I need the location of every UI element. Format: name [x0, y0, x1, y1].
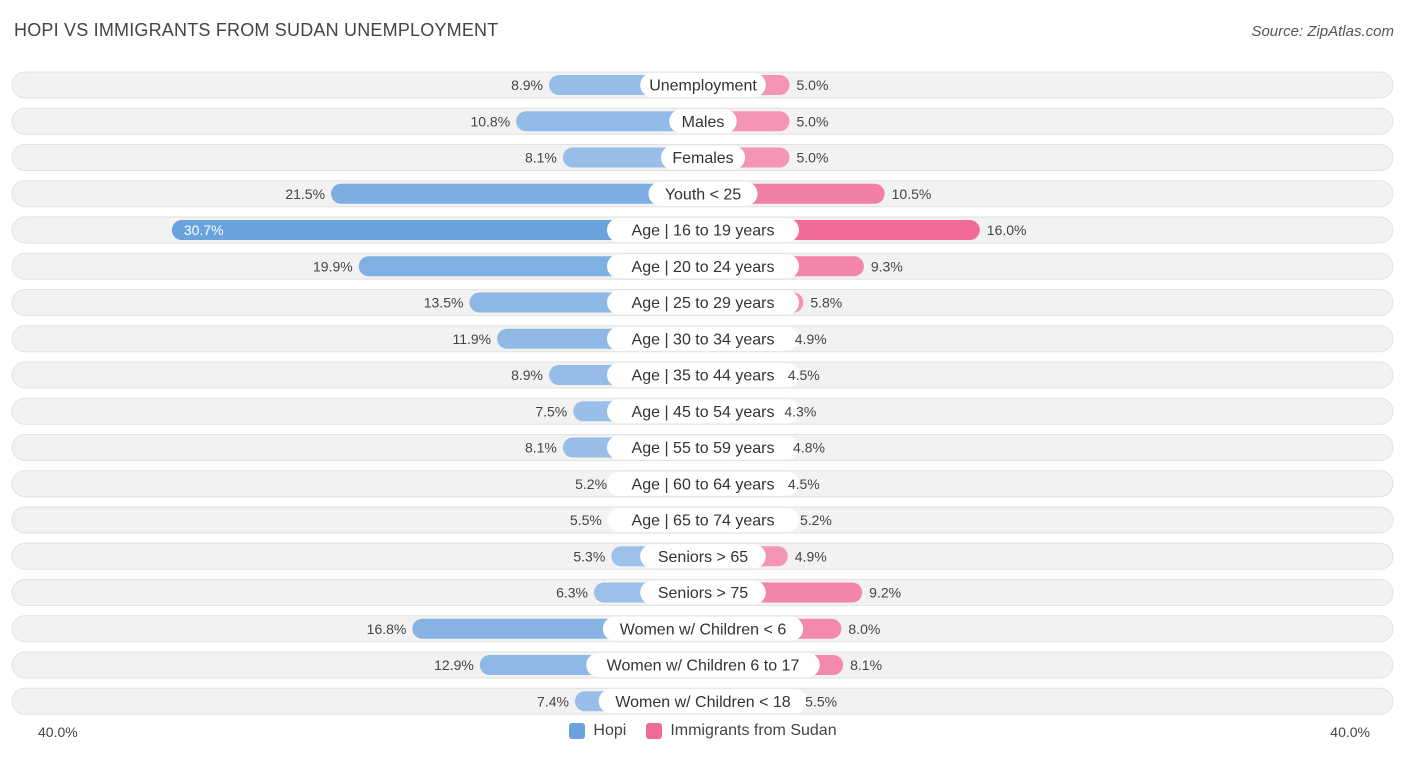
- value-label-hopi: 5.2%: [575, 476, 607, 492]
- category-pill: [586, 653, 820, 677]
- value-label-hopi: 30.7%: [184, 222, 224, 238]
- category-label: Age | 25 to 29 years: [632, 295, 775, 312]
- value-label-sudan: 4.9%: [795, 548, 827, 564]
- legend-swatch-hopi: [569, 723, 586, 739]
- value-label-sudan: 8.0%: [848, 621, 880, 637]
- source-label: Source: ZipAtlas.com: [1251, 23, 1394, 40]
- category-pill: [607, 326, 799, 351]
- value-label-hopi: 19.9%: [313, 258, 353, 274]
- axis-label-right: 40.0%: [1330, 724, 1370, 740]
- category-pill: [640, 73, 766, 97]
- value-label-hopi: 7.5%: [535, 403, 567, 419]
- category-label: Age | 65 to 74 years: [632, 513, 775, 530]
- legend-label-hopi: Hopi: [593, 722, 627, 739]
- legend: Hopi Immigrants from Sudan: [0, 722, 1406, 740]
- value-label-hopi: 5.3%: [573, 548, 605, 564]
- category-label: Seniors > 65: [658, 549, 748, 566]
- category-pill: [669, 109, 737, 134]
- value-label-sudan: 5.8%: [810, 295, 842, 311]
- value-label-sudan: 5.0%: [797, 77, 829, 93]
- category-pill: [607, 399, 799, 424]
- bar-hopi: [331, 183, 713, 204]
- value-label-hopi: 8.1%: [525, 440, 557, 456]
- category-pill: [607, 218, 799, 242]
- value-label-sudan: 4.5%: [788, 476, 820, 492]
- category-label: Youth < 25: [665, 186, 741, 203]
- category-label: Age | 35 to 44 years: [632, 368, 775, 385]
- category-pill: [602, 616, 804, 641]
- category-pill: [607, 363, 799, 387]
- value-label-hopi: 8.9%: [511, 367, 543, 383]
- value-label-sudan: 9.2%: [869, 585, 901, 601]
- value-label-hopi: 13.5%: [424, 295, 464, 311]
- value-label-hopi: 11.9%: [452, 331, 491, 347]
- category-label: Age | 55 to 59 years: [632, 440, 775, 457]
- legend-swatch-sudan: [646, 723, 663, 739]
- value-label-hopi: 5.5%: [570, 512, 602, 528]
- category-label: Age | 45 to 54 years: [632, 404, 775, 421]
- bar-hopi: [171, 220, 713, 240]
- value-label-hopi: 6.3%: [556, 585, 588, 601]
- category-label: Age | 60 to 64 years: [632, 476, 775, 493]
- category-label: Unemployment: [649, 78, 757, 95]
- category-pill: [648, 181, 758, 206]
- bar-hopi: [516, 111, 713, 132]
- category-pill: [607, 435, 799, 460]
- category-label: Age | 30 to 34 years: [632, 331, 775, 348]
- category-label: Males: [682, 114, 725, 131]
- value-label-sudan: 4.5%: [788, 367, 820, 383]
- value-label-sudan: 16.0%: [987, 222, 1027, 238]
- value-label-sudan: 4.8%: [793, 440, 825, 456]
- category-pill: [607, 254, 799, 279]
- category-label: Age | 20 to 24 years: [632, 259, 775, 276]
- category-label: Women w/ Children < 6: [620, 621, 787, 638]
- category-pill: [640, 544, 766, 569]
- chart-title: HOPI VS IMMIGRANTS FROM SUDAN UNEMPLOYME…: [14, 20, 499, 40]
- category-label: Age | 16 to 19 years: [632, 223, 775, 240]
- value-label-hopi: 7.4%: [537, 693, 569, 709]
- category-label: Women w/ Children 6 to 17: [607, 658, 800, 675]
- category-pill: [607, 471, 799, 496]
- value-label-sudan: 8.1%: [850, 657, 882, 673]
- legend-item-sudan[interactable]: Immigrants from Sudan: [646, 722, 837, 740]
- value-label-sudan: 5.2%: [800, 512, 832, 528]
- value-label-hopi: 10.8%: [470, 113, 510, 129]
- value-label-sudan: 5.0%: [797, 113, 829, 129]
- value-label-hopi: 16.8%: [367, 621, 407, 637]
- value-label-sudan: 5.0%: [797, 150, 829, 166]
- category-label: Seniors > 75: [658, 585, 748, 602]
- category-pill: [598, 689, 808, 714]
- category-label: Women w/ Children < 18: [615, 694, 790, 711]
- value-label-hopi: 21.5%: [285, 186, 325, 202]
- value-label-hopi: 12.9%: [434, 657, 474, 673]
- legend-label-sudan: Immigrants from Sudan: [670, 722, 837, 739]
- category-pill: [607, 290, 799, 315]
- value-label-sudan: 4.9%: [795, 331, 827, 347]
- category-label: Females: [672, 150, 733, 167]
- legend-item-hopi[interactable]: Hopi: [569, 722, 626, 740]
- category-pill: [640, 580, 766, 605]
- axis-label-left: 40.0%: [38, 724, 78, 740]
- value-label-sudan: 4.3%: [784, 403, 816, 419]
- value-label-hopi: 8.1%: [525, 150, 557, 166]
- category-pill: [607, 508, 799, 532]
- category-pill: [660, 145, 746, 170]
- value-label-sudan: 9.3%: [871, 258, 903, 274]
- value-label-sudan: 10.5%: [892, 186, 932, 202]
- value-label-hopi: 8.9%: [511, 77, 543, 93]
- value-label-sudan: 5.5%: [805, 693, 837, 709]
